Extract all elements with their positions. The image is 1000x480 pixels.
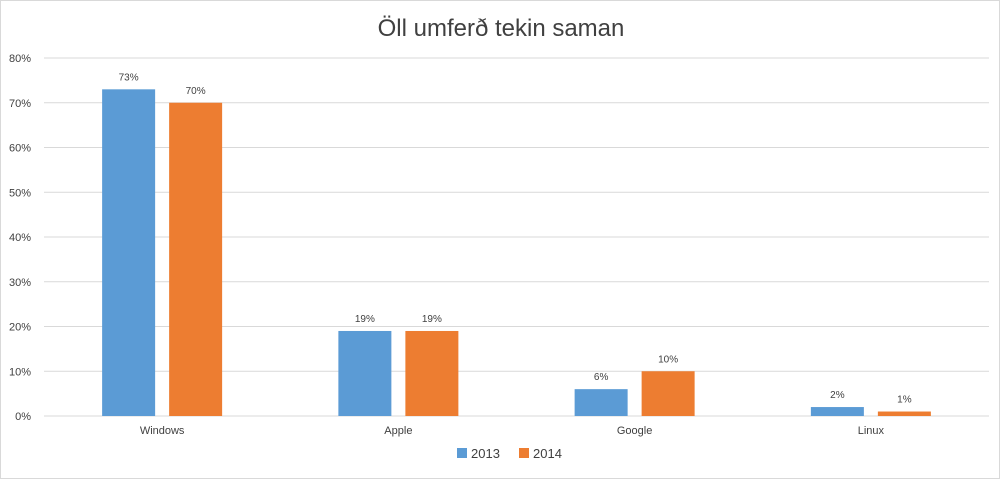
bar-2014-windows <box>169 102 223 416</box>
bars <box>102 89 931 416</box>
data-label: 19% <box>355 314 375 325</box>
y-tick-label: 80% <box>9 53 31 65</box>
data-label: 2% <box>830 390 845 401</box>
bar-2013-windows <box>102 89 156 416</box>
y-tick-label: 70% <box>9 98 31 110</box>
x-axis-categories: Windows Apple Google Linux <box>140 425 885 437</box>
bar-2014-linux <box>877 411 931 416</box>
y-tick-label: 20% <box>9 322 31 334</box>
legend-label-2014: 2014 <box>533 446 562 461</box>
legend-label-2013: 2013 <box>471 446 500 461</box>
chart-title: Öll umferð tekin saman <box>378 15 625 42</box>
x-category-label: Windows <box>140 425 185 437</box>
data-label: 6% <box>594 372 609 383</box>
y-tick-label: 30% <box>9 277 31 289</box>
data-label: 1% <box>897 395 912 406</box>
x-category-label: Linux <box>858 425 885 437</box>
legend: 2013 2014 <box>457 446 562 461</box>
data-label: 19% <box>422 314 442 325</box>
y-axis-ticks: 0% 10% 20% 30% 40% 50% 60% 70% 80% <box>9 53 31 423</box>
legend-swatch-2014 <box>519 448 529 458</box>
y-tick-label: 10% <box>9 366 31 378</box>
bar-2014-google <box>641 371 695 416</box>
x-category-label: Apple <box>384 425 412 437</box>
data-label: 70% <box>186 86 206 97</box>
bar-2013-google <box>574 389 628 416</box>
bar-2013-linux <box>810 407 864 416</box>
data-label: 73% <box>119 72 139 83</box>
legend-swatch-2013 <box>457 448 467 458</box>
data-label: 10% <box>658 354 678 365</box>
x-category-label: Google <box>617 425 652 437</box>
data-labels: 73% 70% 19% 19% 6% 10% 2% 1% <box>119 72 912 405</box>
y-tick-label: 40% <box>9 232 31 244</box>
y-tick-label: 60% <box>9 143 31 155</box>
bar-2014-apple <box>405 330 459 416</box>
y-tick-label: 50% <box>9 187 31 199</box>
bar-2013-apple <box>338 330 392 416</box>
y-tick-label: 0% <box>15 411 31 423</box>
